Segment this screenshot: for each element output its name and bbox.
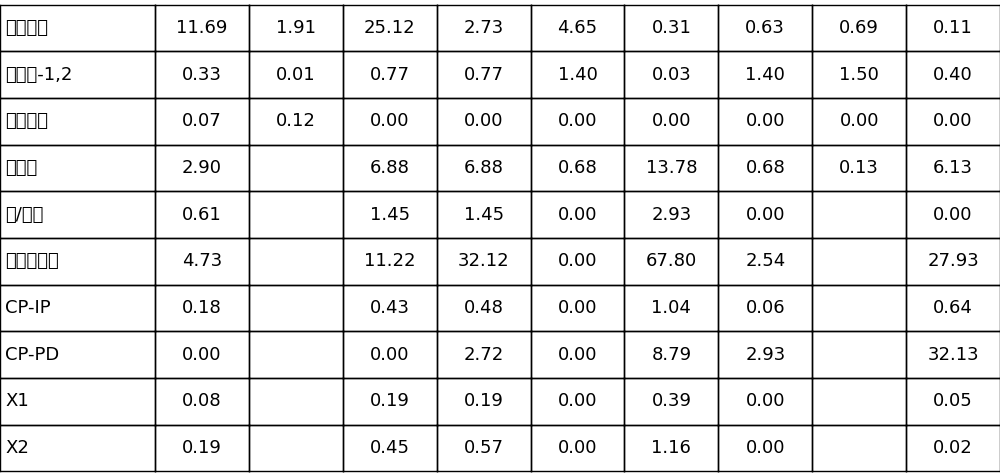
Text: 0.05: 0.05 <box>933 392 973 410</box>
Text: 0.33: 0.33 <box>182 66 222 84</box>
Text: 0.77: 0.77 <box>370 66 410 84</box>
Text: 1.40: 1.40 <box>558 66 597 84</box>
Text: 2.73: 2.73 <box>463 19 504 37</box>
Text: 总碳六: 总碳六 <box>5 159 37 177</box>
Text: 0.45: 0.45 <box>370 439 410 457</box>
Text: 0.03: 0.03 <box>652 66 691 84</box>
Text: 0.00: 0.00 <box>933 112 973 130</box>
Text: 0.02: 0.02 <box>933 439 973 457</box>
Text: 11.69: 11.69 <box>176 19 228 37</box>
Text: 0.00: 0.00 <box>370 112 409 130</box>
Text: 13.78: 13.78 <box>646 159 697 177</box>
Text: 0.68: 0.68 <box>745 159 785 177</box>
Text: 0.12: 0.12 <box>276 112 316 130</box>
Text: 0.00: 0.00 <box>933 206 973 224</box>
Text: 0.01: 0.01 <box>276 66 316 84</box>
Text: 1.50: 1.50 <box>839 66 879 84</box>
Text: 0.57: 0.57 <box>464 439 504 457</box>
Text: 0.00: 0.00 <box>558 112 597 130</box>
Text: 0.00: 0.00 <box>839 112 879 130</box>
Text: X2: X2 <box>5 439 29 457</box>
Text: 0.00: 0.00 <box>558 346 597 364</box>
Text: 2.72: 2.72 <box>463 346 504 364</box>
Text: 环戊二烯: 环戊二烯 <box>5 19 48 37</box>
Text: 0.19: 0.19 <box>370 392 410 410</box>
Text: 0.00: 0.00 <box>746 439 785 457</box>
Text: 6.13: 6.13 <box>933 159 973 177</box>
Text: 6.88: 6.88 <box>370 159 410 177</box>
Text: X1: X1 <box>5 392 29 410</box>
Text: 2.93: 2.93 <box>651 206 692 224</box>
Text: 6.88: 6.88 <box>464 159 504 177</box>
Text: 0.00: 0.00 <box>558 392 597 410</box>
Text: 0.00: 0.00 <box>652 112 691 130</box>
Text: 27.93: 27.93 <box>927 252 979 270</box>
Text: 0.77: 0.77 <box>464 66 504 84</box>
Text: 32.13: 32.13 <box>927 346 979 364</box>
Text: 0.19: 0.19 <box>182 439 222 457</box>
Text: 0.00: 0.00 <box>746 392 785 410</box>
Text: 双环戊二烯: 双环戊二烯 <box>5 252 59 270</box>
Text: 0.00: 0.00 <box>558 206 597 224</box>
Text: 0.00: 0.00 <box>182 346 222 364</box>
Text: 0.00: 0.00 <box>558 252 597 270</box>
Text: 戊二烯-1,2: 戊二烯-1,2 <box>5 66 72 84</box>
Text: 0.00: 0.00 <box>746 206 785 224</box>
Text: 0.48: 0.48 <box>464 299 504 317</box>
Text: 0.00: 0.00 <box>746 112 785 130</box>
Text: 苯/甲苯: 苯/甲苯 <box>5 206 43 224</box>
Text: 0.13: 0.13 <box>839 159 879 177</box>
Text: 11.22: 11.22 <box>364 252 415 270</box>
Text: 0.00: 0.00 <box>558 439 597 457</box>
Text: 2.54: 2.54 <box>745 252 785 270</box>
Text: 0.43: 0.43 <box>370 299 410 317</box>
Text: 4.65: 4.65 <box>557 19 598 37</box>
Text: 1.91: 1.91 <box>276 19 316 37</box>
Text: 0.19: 0.19 <box>464 392 504 410</box>
Text: 67.80: 67.80 <box>646 252 697 270</box>
Text: 0.00: 0.00 <box>558 299 597 317</box>
Text: 0.31: 0.31 <box>651 19 691 37</box>
Text: CP-IP: CP-IP <box>5 299 51 317</box>
Text: 0.68: 0.68 <box>558 159 597 177</box>
Text: 1.45: 1.45 <box>370 206 410 224</box>
Text: 1.04: 1.04 <box>651 299 691 317</box>
Text: 0.18: 0.18 <box>182 299 222 317</box>
Text: 25.12: 25.12 <box>364 19 416 37</box>
Text: 0.39: 0.39 <box>651 392 691 410</box>
Text: CP-PD: CP-PD <box>5 346 59 364</box>
Text: 0.61: 0.61 <box>182 206 222 224</box>
Text: 4.73: 4.73 <box>182 252 222 270</box>
Text: 1.16: 1.16 <box>651 439 691 457</box>
Text: 0.00: 0.00 <box>464 112 503 130</box>
Text: 0.69: 0.69 <box>839 19 879 37</box>
Text: 0.64: 0.64 <box>933 299 973 317</box>
Text: 0.08: 0.08 <box>182 392 222 410</box>
Text: 2.93: 2.93 <box>745 346 785 364</box>
Text: 8.79: 8.79 <box>651 346 691 364</box>
Text: 异戊烯炔: 异戊烯炔 <box>5 112 48 130</box>
Text: 0.63: 0.63 <box>745 19 785 37</box>
Text: 1.40: 1.40 <box>745 66 785 84</box>
Text: 2.90: 2.90 <box>182 159 222 177</box>
Text: 0.40: 0.40 <box>933 66 973 84</box>
Text: 0.06: 0.06 <box>745 299 785 317</box>
Text: 32.12: 32.12 <box>458 252 509 270</box>
Text: 0.11: 0.11 <box>933 19 973 37</box>
Text: 0.07: 0.07 <box>182 112 222 130</box>
Text: 0.00: 0.00 <box>370 346 409 364</box>
Text: 1.45: 1.45 <box>464 206 504 224</box>
